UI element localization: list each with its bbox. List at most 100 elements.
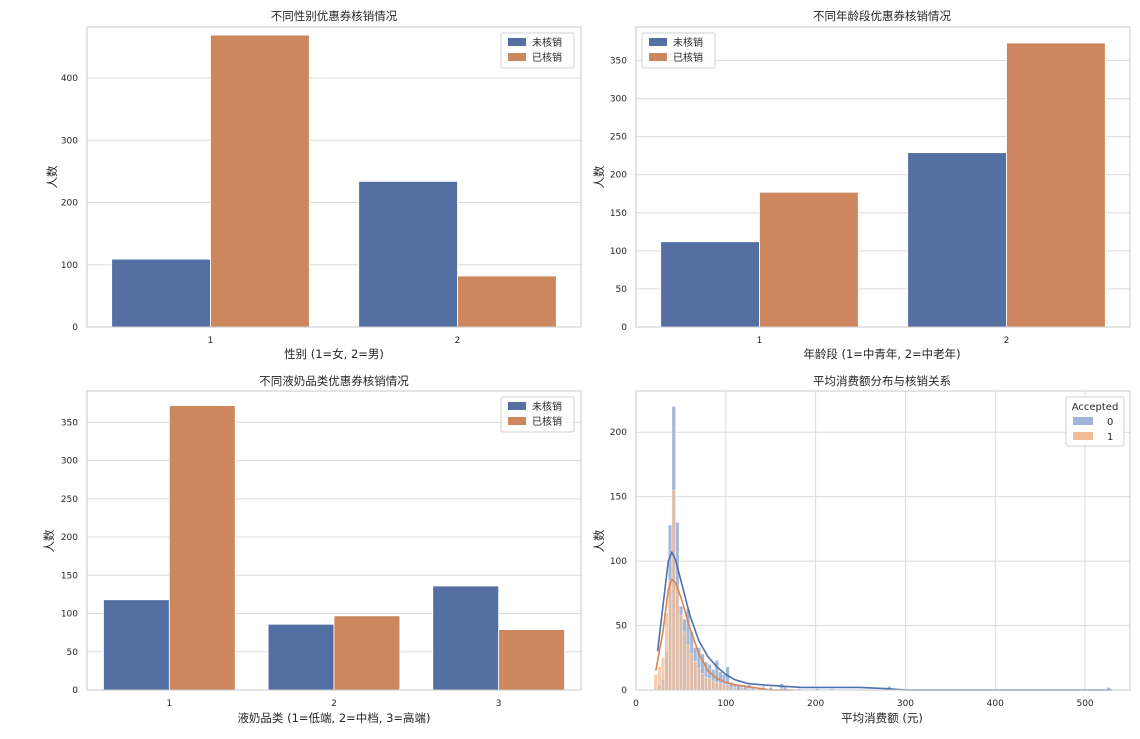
histogram-bar-1: [664, 612, 669, 691]
x-tick-labels: 0 100 200 300 400 500: [633, 699, 1094, 709]
legend-swatch-redeemed: [508, 53, 526, 61]
histogram-bar-1: [682, 631, 687, 691]
y-tick-labels: 0 50 100 150 200 250 300 350: [610, 57, 627, 333]
x-tick-label: 300: [897, 699, 914, 709]
kde-curves: [655, 551, 1112, 691]
histogram-bar-1: [707, 678, 712, 691]
x-axis-label: 性别 (1=女, 2=男): [284, 347, 384, 361]
histogram-bar-1: [704, 676, 709, 691]
y-tick-label: 150: [61, 571, 78, 581]
histogram-bar-1: [700, 673, 705, 691]
bar-redeemed: [457, 275, 557, 328]
x-tick-label: 100: [717, 699, 734, 709]
bar-not-redeemed: [358, 180, 458, 328]
plot-frame: [86, 390, 582, 691]
legend-label-redeemed: 已核销: [673, 51, 703, 64]
plot-frame: [635, 390, 1131, 691]
legend-swatch-redeemed: [508, 417, 526, 425]
x-tick-label: 3: [496, 699, 502, 709]
histogram-bar-1: [671, 490, 676, 691]
y-tick-label: 200: [610, 428, 627, 438]
y-tick-label: 100: [61, 610, 78, 620]
x-axis-label: 年龄段 (1=中青年, 2=中老年): [803, 347, 960, 361]
histogram-bar-1: [675, 586, 680, 691]
chart-title: 不同性别优惠券核销情况: [271, 9, 398, 23]
legend: 未核销 已核销: [500, 396, 575, 433]
x-tick-label: 400: [987, 699, 1004, 709]
histogram-bar-1: [686, 644, 691, 691]
x-axis-label: 平均消费额 (元): [841, 711, 923, 725]
y-tick-label: 200: [61, 533, 78, 543]
legend-label-redeemed: 已核销: [532, 51, 562, 64]
legend-swatch-not-redeemed: [508, 402, 526, 410]
legend: Accepted 0 1: [1065, 396, 1125, 447]
y-tick-labels: 0 50 100 150 200 250 300 350: [61, 418, 78, 696]
y-axis-label: 人数: [45, 165, 59, 188]
bar-not-redeemed: [907, 152, 1007, 328]
bar-redeemed: [333, 615, 401, 691]
y-tick-label: 50: [616, 285, 628, 295]
bar-redeemed: [498, 629, 565, 691]
bar-not-redeemed: [660, 241, 760, 328]
y-tick-label: 0: [621, 323, 627, 333]
x-tick-label: 2: [1004, 336, 1010, 346]
y-tick-label: 250: [61, 495, 78, 505]
x-tick-label: 500: [1076, 699, 1093, 709]
y-axis-label: 人数: [42, 529, 56, 552]
x-tick-label: 1: [757, 336, 763, 346]
y-tick-label: 100: [610, 557, 627, 567]
y-tick-label: 50: [67, 648, 79, 658]
y-axis-label: 人数: [592, 529, 606, 552]
y-tick-label: 0: [621, 686, 627, 696]
y-tick-labels: 0 100 200 300 400: [61, 74, 78, 333]
y-tick-label: 300: [610, 95, 627, 105]
x-tick-label: 2: [455, 336, 461, 346]
chart-title: 不同液奶品类优惠券核销情况: [259, 374, 409, 388]
chart-panel-spend-histogram: 平均消费额分布与核销关系 0 50 100 150 200 0 100 200 300 400 5…: [592, 374, 1131, 725]
histogram-bar-1: [714, 682, 719, 691]
legend-label-0: 0: [1107, 417, 1113, 428]
bar-not-redeemed: [267, 623, 335, 691]
legend-label-not-redeemed: 未核销: [532, 400, 562, 413]
bars: [103, 405, 565, 691]
histogram-bar-1: [722, 684, 727, 691]
y-tick-label: 200: [61, 199, 78, 209]
legend-swatch-redeemed: [649, 53, 667, 61]
legend-swatch-0: [1073, 417, 1093, 425]
y-axis-label: 人数: [592, 165, 606, 188]
y-tick-label: 0: [72, 686, 78, 696]
legend-swatch-not-redeemed: [508, 38, 526, 46]
legend-label-redeemed: 已核销: [532, 415, 562, 428]
histogram-bar-1: [725, 684, 730, 691]
y-tick-label: 400: [61, 74, 78, 84]
y-tick-label: 150: [610, 209, 627, 219]
histogram-bar-1: [657, 666, 662, 691]
bar-redeemed: [168, 405, 236, 691]
legend-label-not-redeemed: 未核销: [673, 36, 703, 49]
y-tick-label: 300: [61, 136, 78, 146]
histogram-bar-1: [653, 674, 658, 691]
kde-curve-1: [655, 578, 794, 691]
chart-title: 不同年龄段优惠券核销情况: [813, 9, 951, 23]
y-tick-label: 350: [61, 418, 78, 428]
bar-redeemed: [210, 34, 310, 328]
legend-label-not-redeemed: 未核销: [532, 36, 562, 49]
grid: [635, 391, 1130, 691]
histogram-bar-1: [689, 653, 694, 691]
bars: [111, 34, 557, 328]
bar-redeemed: [759, 191, 859, 328]
bar-not-redeemed: [432, 585, 500, 691]
histogram-bar-1: [678, 615, 683, 691]
y-tick-label: 350: [610, 57, 627, 67]
bar-not-redeemed: [111, 258, 211, 328]
histogram-bar-1: [660, 657, 665, 691]
x-tick-label: 0: [633, 699, 639, 709]
legend: 未核销 已核销: [500, 32, 575, 69]
y-tick-labels: 0 50 100 150 200: [610, 428, 627, 696]
y-tick-label: 100: [610, 247, 627, 257]
